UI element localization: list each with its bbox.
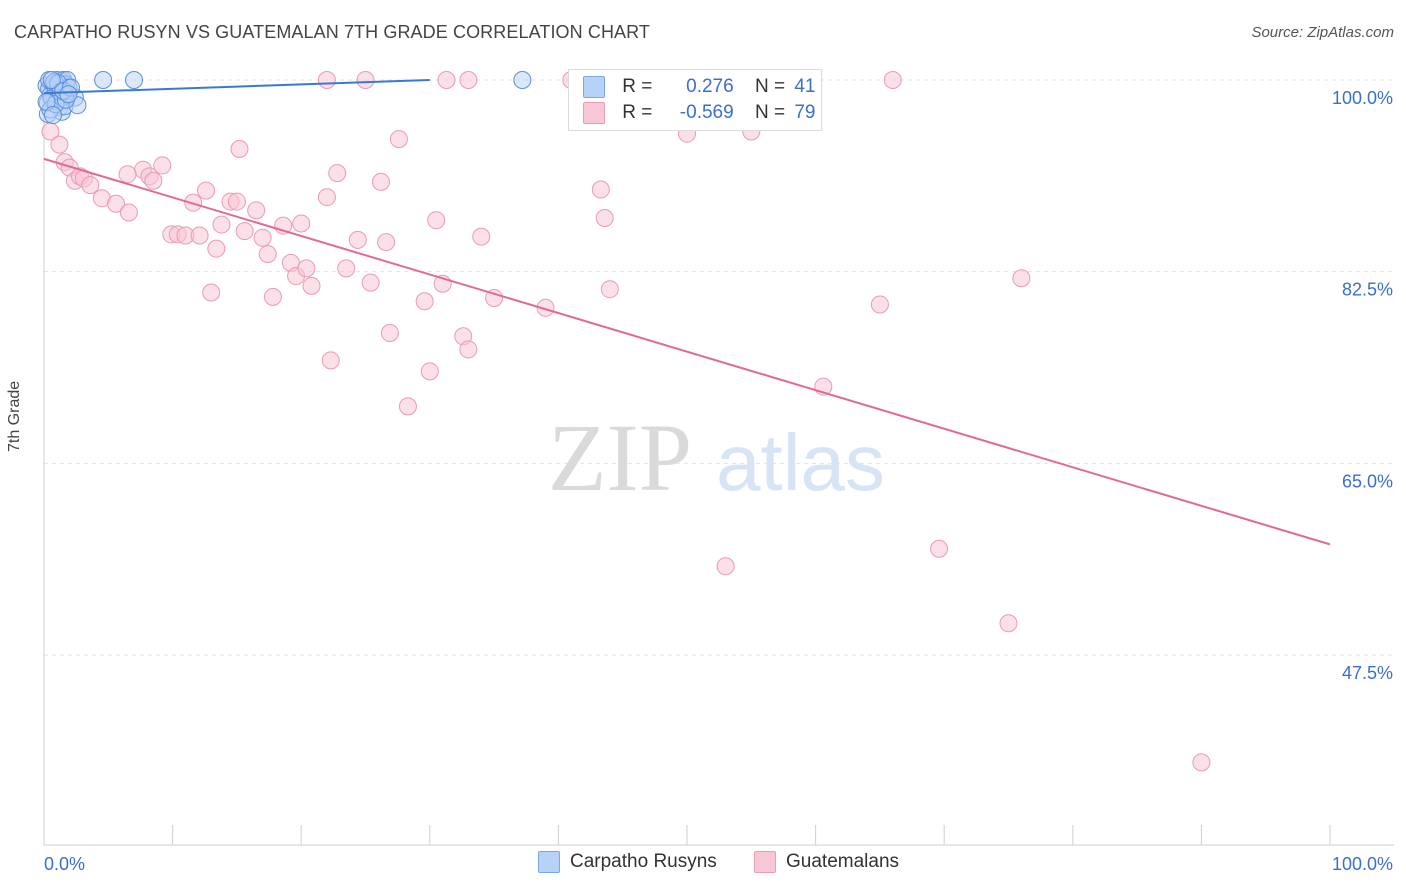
guatemalans-point	[144, 171, 163, 190]
guatemalans-point	[371, 172, 390, 191]
guatemalans-point	[190, 226, 209, 245]
y-axis-label: 7th Grade	[6, 380, 23, 452]
guatemalans-point	[328, 164, 347, 183]
guatemalans-point	[292, 214, 311, 233]
guatemalans-point	[930, 539, 949, 558]
guatemalans-point	[415, 292, 434, 311]
guatemalans-point	[197, 181, 216, 200]
n-label: N =	[754, 76, 786, 97]
guatemalans-point	[380, 324, 399, 342]
carpatho-rusyns-point	[44, 106, 63, 125]
legend-swatch-pink	[583, 102, 605, 124]
carpatho-rusyns-point	[59, 85, 78, 104]
r-value-carpatho: 0.276	[686, 76, 734, 97]
y-tick-label: 47.5%	[1342, 663, 1393, 683]
x-tick-label: 0.0%	[44, 854, 85, 874]
carpatho-rusyns-points	[37, 71, 532, 125]
guatemalans-trend-line	[43, 157, 1331, 546]
stats-legend: R = 0.276 N = 41 R = -0.569 N = 79	[568, 69, 822, 131]
axes	[43, 72, 1394, 846]
guatemalans-point	[202, 283, 221, 302]
guatemalans-point	[81, 176, 100, 195]
r-label: R =	[622, 76, 653, 97]
guatemalans-point	[356, 71, 375, 89]
guatemalans-point	[297, 259, 316, 278]
guatemalans-point	[420, 362, 439, 381]
legend-swatch-pink	[754, 851, 776, 873]
guatemalans-point	[107, 194, 126, 213]
guatemalans-point	[227, 192, 246, 211]
guatemalans-point	[118, 165, 137, 184]
legend-label-carpatho: Carpatho Rusyns	[570, 851, 717, 873]
guatemalans-point	[119, 203, 138, 222]
guatemalans-point	[317, 188, 336, 207]
chart-title: CARPATHO RUSYN VS GUATEMALAN 7TH GRADE C…	[14, 22, 651, 42]
guatemalans-point	[398, 397, 417, 416]
guatemalans-point	[207, 239, 226, 258]
carpatho-rusyns-point	[125, 71, 144, 89]
x-tick-label: 100.0%	[1332, 854, 1393, 874]
guatemalans-point	[485, 288, 504, 307]
guatemalans-point	[389, 130, 408, 149]
r-value-guatemalans: -0.569	[679, 102, 734, 123]
legend-swatch-blue	[538, 851, 560, 873]
watermark-atlas: atlas	[716, 418, 885, 507]
guatemalans-point	[253, 228, 272, 247]
guatemalans-point	[235, 222, 254, 241]
y-tick-label: 65.0%	[1342, 471, 1393, 491]
guatemalans-point	[472, 227, 491, 246]
guatemalans-point	[263, 287, 282, 306]
guatemalans-point	[591, 180, 610, 199]
guatemalans-point	[1012, 269, 1031, 288]
source-credit: Source: ZipAtlas.com	[1251, 24, 1394, 41]
guatemalans-point	[317, 71, 336, 89]
guatemalans-point	[459, 340, 478, 359]
guatemalans-point	[50, 135, 69, 154]
guatemalans-point	[212, 215, 231, 234]
guatemalans-point	[595, 209, 614, 227]
legend-row-guatemalans: R = -0.569 N = 79	[583, 102, 815, 126]
guatemalans-point	[361, 273, 380, 292]
guatemalans-point	[1192, 753, 1211, 772]
guatemalans-point	[999, 614, 1018, 633]
guatemalans-point	[427, 211, 446, 230]
guatemalans-point	[536, 298, 555, 317]
r-label: R =	[622, 102, 653, 123]
y-tick-label: 82.5%	[1342, 280, 1393, 300]
n-value-carpatho: 41	[794, 76, 816, 97]
guatemalans-point	[247, 201, 266, 220]
legend-label-guatemalans: Guatemalans	[786, 851, 900, 873]
guatemalans-point	[437, 71, 456, 89]
watermark-zip: ZIP	[548, 404, 692, 511]
carpatho-rusyns-point	[513, 71, 532, 89]
n-value-guatemalans: 79	[794, 102, 816, 123]
watermark: ZIP atlas	[548, 404, 885, 511]
tick-labels: 100.0% 82.5% 65.0% 47.5% 0.0% 100.0%	[44, 88, 1393, 874]
guatemalans-point	[321, 351, 340, 370]
guatemalans-point	[348, 230, 367, 249]
trend-lines	[43, 79, 1331, 546]
carpatho-rusyns-point	[42, 71, 61, 89]
guatemalans-point	[337, 259, 356, 278]
carpatho-rusyns-trend-line	[43, 79, 430, 95]
bottom-legend-guatemalans[interactable]: Guatemalans	[754, 851, 899, 873]
guatemalans-point	[302, 276, 321, 295]
guatemalans-point	[377, 233, 396, 252]
guatemalans-point	[153, 156, 172, 175]
n-label: N =	[754, 102, 786, 123]
guatemalans-point	[870, 295, 889, 314]
bottom-legend-carpatho[interactable]: Carpatho Rusyns	[538, 851, 717, 873]
legend-row-carpatho: R = 0.276 N = 41	[583, 76, 815, 100]
legend-swatch-blue	[583, 76, 605, 98]
guatemalans-point	[459, 71, 478, 89]
y-tick-label: 100.0%	[1332, 88, 1393, 108]
guatemalans-point	[258, 245, 277, 264]
carpatho-rusyns-point	[94, 71, 113, 89]
guatemalans-point	[883, 71, 902, 89]
guatemalans-point	[230, 140, 249, 158]
guatemalans-point	[716, 557, 735, 576]
guatemalans-point	[600, 280, 619, 299]
